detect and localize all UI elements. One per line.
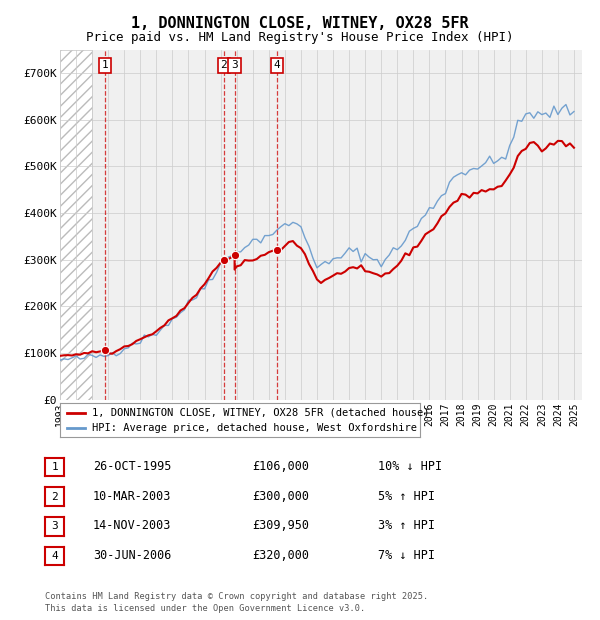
Text: 1, DONNINGTON CLOSE, WITNEY, OX28 5FR: 1, DONNINGTON CLOSE, WITNEY, OX28 5FR xyxy=(131,16,469,30)
Text: 4: 4 xyxy=(51,551,58,561)
Text: 14-NOV-2003: 14-NOV-2003 xyxy=(93,520,172,532)
Text: £300,000: £300,000 xyxy=(252,490,309,502)
Text: 26-OCT-1995: 26-OCT-1995 xyxy=(93,460,172,472)
Text: 10-MAR-2003: 10-MAR-2003 xyxy=(93,490,172,502)
Text: Contains HM Land Registry data © Crown copyright and database right 2025.: Contains HM Land Registry data © Crown c… xyxy=(45,592,428,601)
Text: 1: 1 xyxy=(51,462,58,472)
Text: 2: 2 xyxy=(51,492,58,502)
Text: 2: 2 xyxy=(220,60,227,70)
Text: 30-JUN-2006: 30-JUN-2006 xyxy=(93,549,172,562)
Text: This data is licensed under the Open Government Licence v3.0.: This data is licensed under the Open Gov… xyxy=(45,604,365,613)
Text: 1, DONNINGTON CLOSE, WITNEY, OX28 5FR (detached house): 1, DONNINGTON CLOSE, WITNEY, OX28 5FR (d… xyxy=(92,407,430,417)
Text: £106,000: £106,000 xyxy=(252,460,309,472)
Text: £320,000: £320,000 xyxy=(252,549,309,562)
Text: Price paid vs. HM Land Registry's House Price Index (HPI): Price paid vs. HM Land Registry's House … xyxy=(86,31,514,44)
Text: £309,950: £309,950 xyxy=(252,520,309,532)
Text: 10% ↓ HPI: 10% ↓ HPI xyxy=(378,460,442,472)
Text: 3: 3 xyxy=(231,60,238,70)
Text: 7% ↓ HPI: 7% ↓ HPI xyxy=(378,549,435,562)
Text: 4: 4 xyxy=(274,60,280,70)
Text: 3% ↑ HPI: 3% ↑ HPI xyxy=(378,520,435,532)
Text: 5% ↑ HPI: 5% ↑ HPI xyxy=(378,490,435,502)
Text: HPI: Average price, detached house, West Oxfordshire: HPI: Average price, detached house, West… xyxy=(92,423,418,433)
Text: 3: 3 xyxy=(51,521,58,531)
Text: 1: 1 xyxy=(102,60,109,70)
